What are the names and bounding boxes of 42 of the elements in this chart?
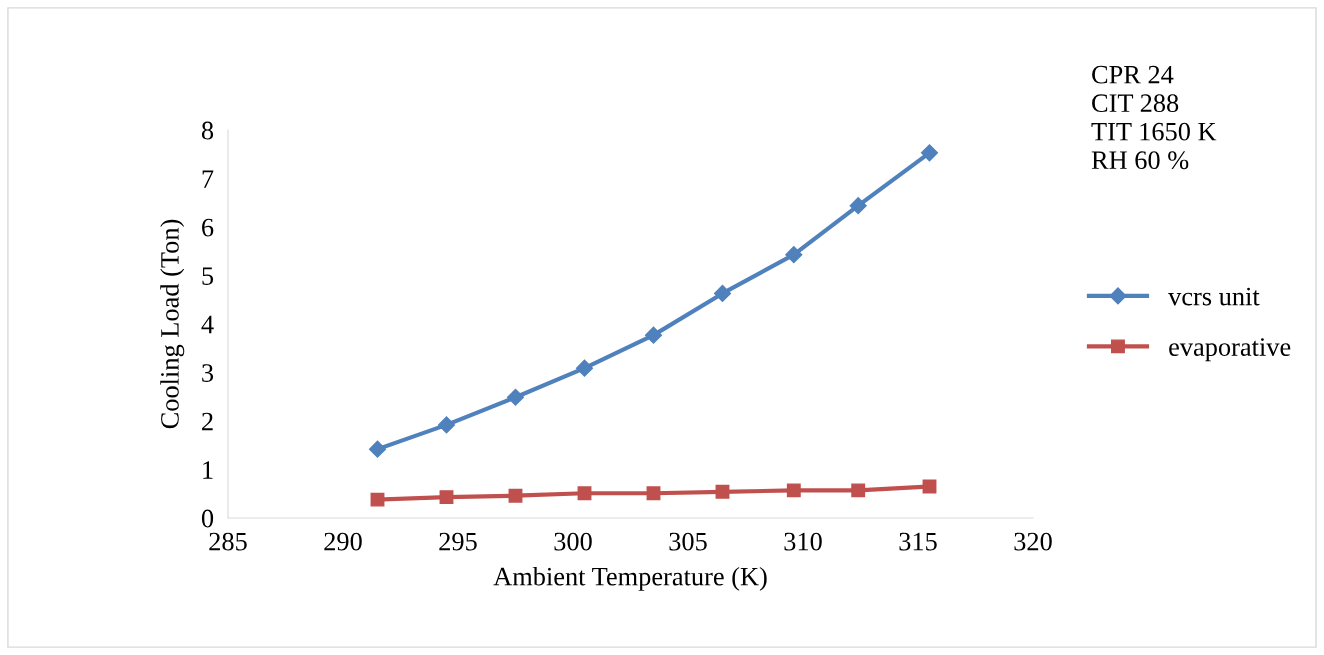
x-tick-label: 285 — [209, 532, 247, 551]
point — [785, 246, 803, 264]
y-tick-label: 3 — [202, 364, 214, 382]
x-tick-label: 300 — [554, 532, 592, 551]
point — [851, 483, 866, 498]
point — [786, 483, 801, 498]
point — [577, 486, 592, 501]
x-tick-label: 320 — [1014, 532, 1052, 551]
point — [713, 284, 732, 302]
y-tick-label: 1 — [203, 461, 213, 479]
point — [506, 388, 525, 406]
x-tick-label: 295 — [439, 532, 477, 551]
point — [370, 492, 385, 507]
y-tick-label: 4 — [201, 315, 214, 334]
x-axis-title: Ambient Temperature (K) — [493, 566, 767, 591]
x-tick-label: 315 — [899, 532, 937, 551]
point — [575, 359, 594, 377]
point — [508, 488, 523, 503]
point — [437, 416, 456, 434]
text: CPR 24 — [1092, 65, 1174, 84]
y-tick-label: 6 — [202, 218, 214, 237]
point — [715, 484, 730, 499]
legend-label: evaporative — [1169, 338, 1291, 362]
y-tick-label: 2 — [202, 412, 213, 431]
x-tick-label: 310 — [784, 532, 822, 551]
y-tick-label: 7 — [202, 170, 214, 188]
legend-label: vcrs unit — [1168, 287, 1260, 306]
y-tick-label: 0 — [201, 509, 214, 528]
text: RH 60 % — [1091, 151, 1189, 170]
x-tick-label: 290 — [324, 532, 362, 551]
text: TIT 1650 K — [1091, 122, 1217, 141]
y-tick-label: 5 — [202, 267, 214, 285]
point — [920, 144, 939, 162]
y-tick-label: 8 — [201, 121, 214, 140]
point — [368, 440, 387, 458]
text: CIT 288 — [1092, 94, 1179, 113]
y-axis-title: Cooling Load (Ton) — [160, 219, 185, 429]
x-tick-label: 305 — [669, 532, 707, 551]
point — [646, 486, 661, 501]
point — [849, 197, 867, 215]
point — [644, 326, 663, 344]
point — [439, 490, 454, 505]
